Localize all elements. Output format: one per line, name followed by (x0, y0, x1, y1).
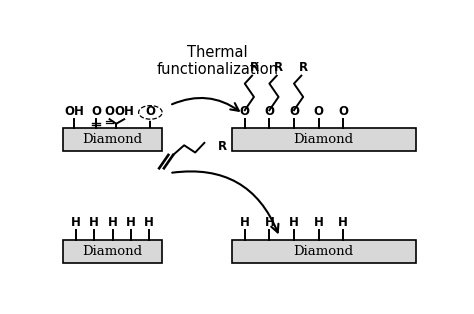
Text: H: H (240, 216, 250, 229)
Text: H: H (144, 216, 154, 229)
Text: H: H (71, 216, 81, 229)
Text: R: R (218, 139, 228, 153)
Text: Diamond: Diamond (294, 245, 354, 257)
Bar (232, 240, 416, 263)
Text: O: O (105, 105, 115, 118)
Text: H: H (314, 216, 324, 229)
Text: H: H (126, 216, 136, 229)
Text: R: R (274, 62, 283, 74)
Text: R: R (249, 62, 258, 74)
Text: Thermal
functionalization: Thermal functionalization (156, 45, 278, 77)
Text: H: H (264, 216, 274, 229)
Text: O: O (289, 105, 299, 118)
Bar (63, 240, 162, 263)
Text: OH: OH (114, 105, 134, 118)
Text: O: O (264, 105, 274, 118)
Text: O: O (240, 105, 250, 118)
Text: Diamond: Diamond (82, 133, 143, 146)
Text: H: H (108, 216, 118, 229)
Text: Diamond: Diamond (294, 133, 354, 146)
Text: R: R (299, 62, 308, 74)
Text: Diamond: Diamond (82, 245, 143, 257)
Text: OH: OH (64, 105, 84, 118)
Text: O: O (146, 105, 155, 118)
Text: O: O (91, 105, 101, 118)
Text: O: O (314, 105, 324, 118)
Text: O: O (338, 105, 348, 118)
Text: H: H (338, 216, 348, 229)
Text: H: H (289, 216, 299, 229)
Bar (232, 128, 416, 151)
Text: H: H (89, 216, 99, 229)
Bar (63, 128, 162, 151)
